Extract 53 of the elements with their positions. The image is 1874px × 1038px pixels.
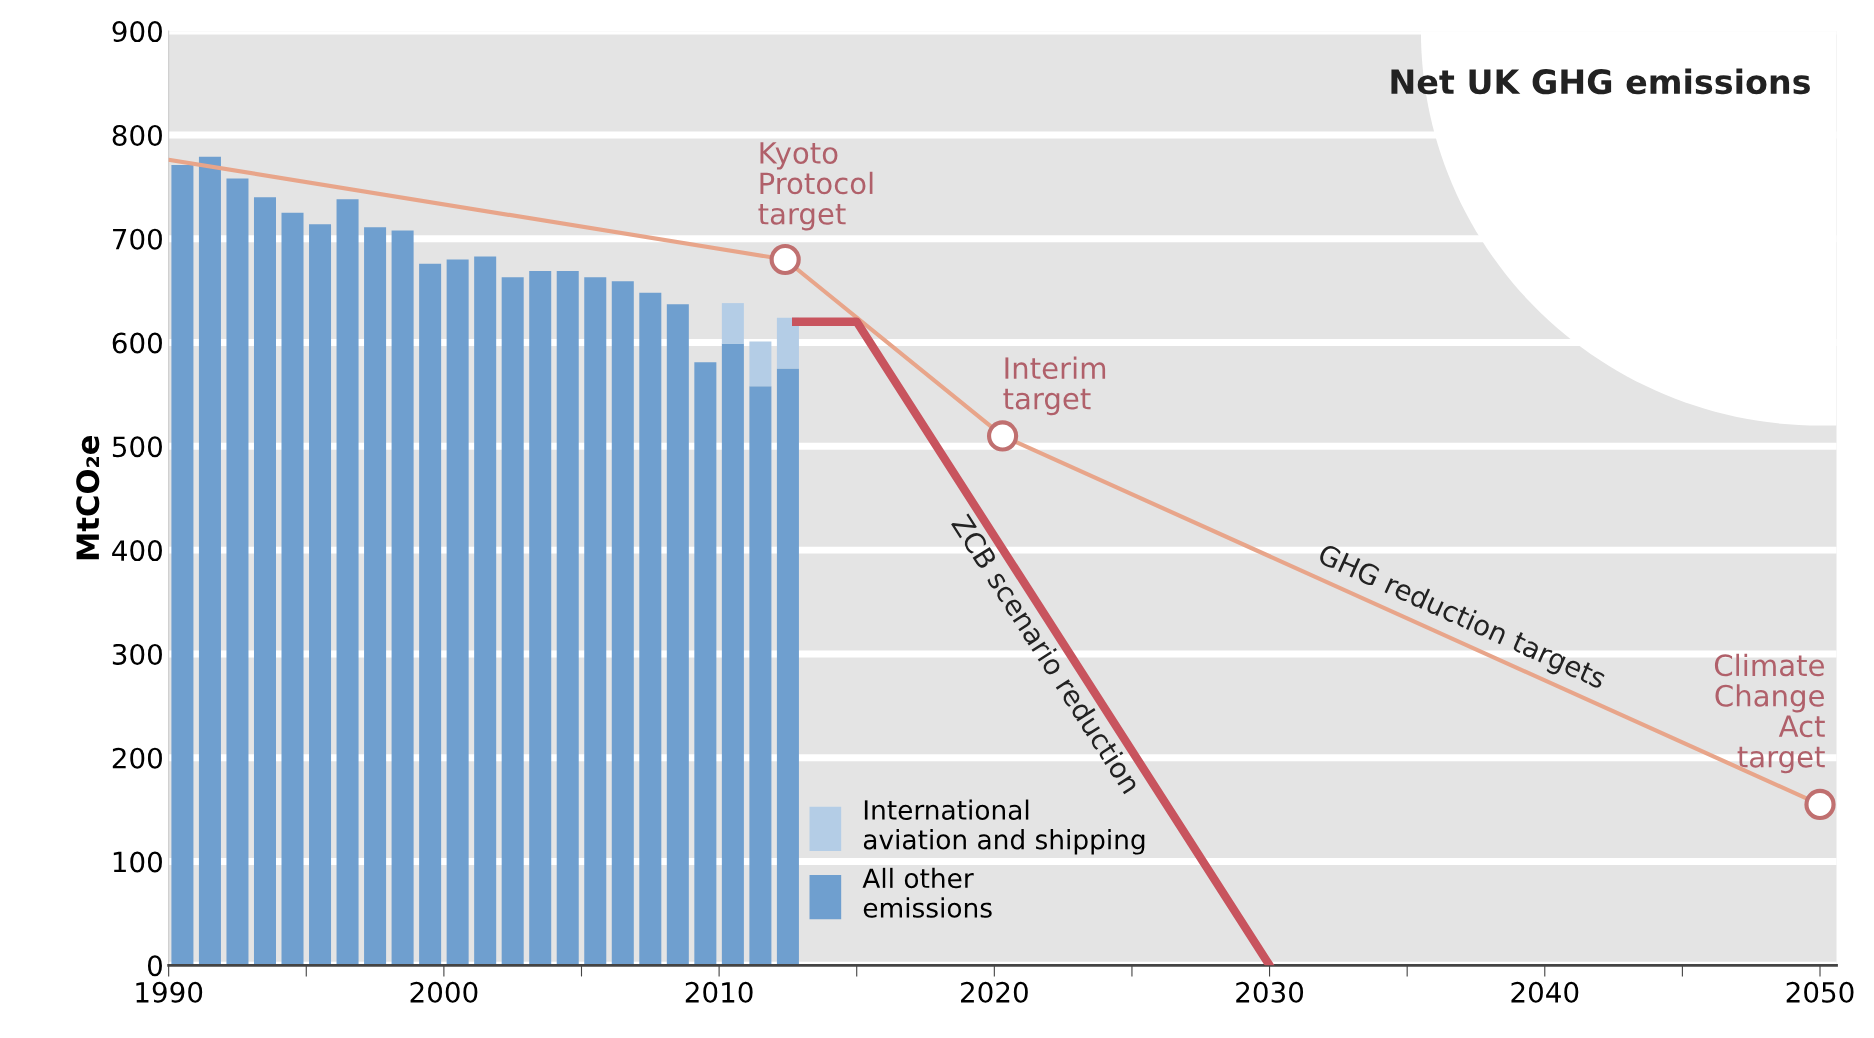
bar <box>749 386 772 966</box>
x-tick-label: 2020 <box>961 981 1028 1003</box>
bar <box>391 230 414 966</box>
y-tick-label: 400 <box>112 540 162 562</box>
y-tick-label: 700 <box>113 228 162 250</box>
bar <box>776 368 799 966</box>
x-tick-label: 2040 <box>1511 981 1579 1003</box>
annotation: Interim target <box>1003 356 1106 416</box>
bar <box>749 341 772 387</box>
annotation: Climate Change Act target <box>1714 653 1825 774</box>
bar <box>776 317 799 369</box>
bar <box>556 270 579 966</box>
bar <box>309 224 332 966</box>
legend-label: International aviation and shipping <box>863 799 1145 855</box>
bar <box>198 156 221 966</box>
bar <box>364 227 387 966</box>
bar <box>419 263 442 966</box>
x-tick-label: 1990 <box>136 981 203 1003</box>
bar <box>226 178 249 966</box>
bar <box>446 259 469 966</box>
x-tick-label: 2000 <box>410 981 478 1003</box>
bar <box>281 212 304 966</box>
annotation: Kyoto Protocol target <box>758 142 873 231</box>
y-tick-label: 0 <box>147 955 162 977</box>
y-tick-label: 200 <box>112 747 162 769</box>
text: Net UK GHG emissions <box>1391 68 1810 95</box>
bar <box>639 292 662 966</box>
x-tick-label: 2030 <box>1236 981 1304 1003</box>
bar <box>336 199 359 966</box>
bar <box>721 343 744 966</box>
bar <box>501 277 524 966</box>
bar <box>253 197 276 966</box>
point <box>769 243 801 276</box>
x-tick-label: 2010 <box>685 981 753 1003</box>
bar <box>721 303 744 344</box>
y-axis-title: MtCO₂e <box>76 435 100 560</box>
bar <box>529 270 552 966</box>
legend-label: All other emissions <box>862 867 992 918</box>
y-tick-label: 100 <box>113 851 162 873</box>
bar <box>171 165 194 966</box>
y-tick-label: 800 <box>112 124 162 146</box>
bar <box>474 256 497 966</box>
point <box>986 420 1019 452</box>
bar <box>611 281 634 966</box>
bar <box>666 304 689 966</box>
y-tick-label: 500 <box>112 436 162 458</box>
y-tick-label: 600 <box>112 332 162 354</box>
bar <box>694 362 717 966</box>
point <box>1804 788 1836 821</box>
y-tick-label: 900 <box>112 21 162 43</box>
x-tick-label: 2050 <box>1786 981 1854 1003</box>
bar <box>584 277 607 966</box>
y-tick-label: 300 <box>112 643 162 665</box>
